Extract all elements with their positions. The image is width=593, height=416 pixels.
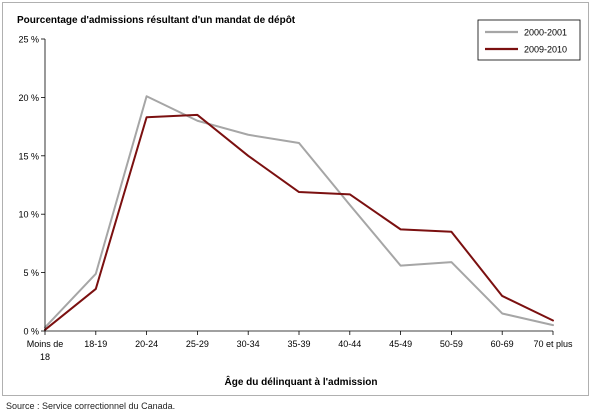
x-tick-label: Moins de 18	[27, 339, 64, 362]
legend-label-2000-2001: 2000-2001	[524, 28, 567, 38]
legend-label-2009-2010: 2009-2010	[524, 45, 567, 55]
y-axis-title: Pourcentage d'admissions résultant d'un …	[17, 15, 296, 26]
x-tick-label: 45-49	[389, 339, 412, 349]
y-tick-label: 25 %	[18, 35, 39, 45]
x-tick-label: 70 et plus	[533, 339, 573, 349]
series-line-2009-2010	[44, 113, 554, 331]
y-tick-label: 0 %	[23, 327, 39, 337]
x-tick-label: 40-44	[338, 339, 361, 349]
x-tick-label: 20-24	[135, 339, 158, 349]
x-tick-label: 25-29	[186, 339, 209, 349]
y-tick-label: 15 %	[18, 151, 39, 161]
y-tick-label: 5 %	[23, 268, 39, 278]
x-axis-title: Âge du délinquant à l'admission	[225, 375, 378, 388]
line-chart: Pourcentage d'admissions résultant d'un …	[17, 15, 581, 388]
x-tick-label: 18-19	[84, 339, 107, 349]
series-line-2000-2001	[44, 95, 554, 329]
chart-frame: Pourcentage d'admissions résultant d'un …	[2, 2, 589, 396]
y-tick-label: 20 %	[18, 93, 39, 103]
x-tick-label: 50-59	[440, 339, 463, 349]
x-tick-label: 60-69	[491, 339, 514, 349]
x-tick-label: 30-34	[237, 339, 260, 349]
x-tick-label: 35-39	[287, 339, 310, 349]
y-tick-label: 10 %	[18, 210, 39, 220]
legend: 2000-2001 2009-2010	[477, 19, 581, 61]
legend-box	[477, 19, 581, 61]
source-note: Source : Service correctionnel du Canada…	[6, 401, 176, 411]
